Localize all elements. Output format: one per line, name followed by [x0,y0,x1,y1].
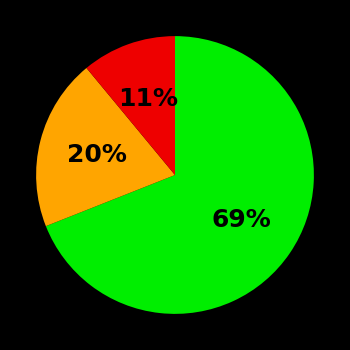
Text: 11%: 11% [118,87,178,111]
Wedge shape [46,36,314,314]
Text: 20%: 20% [67,143,127,167]
Text: 69%: 69% [212,208,272,232]
Wedge shape [86,36,175,175]
Wedge shape [36,68,175,226]
